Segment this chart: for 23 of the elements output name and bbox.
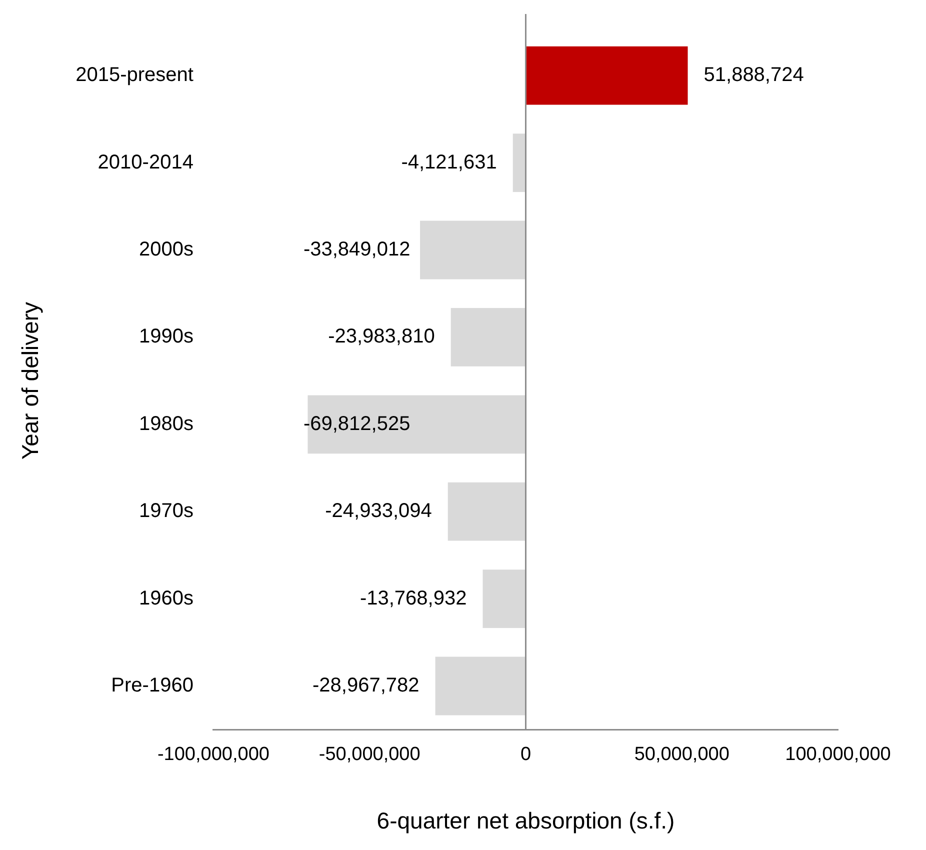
y-axis-title: Year of delivery [17, 301, 44, 460]
y-tick-label: 2000s [138, 238, 194, 261]
x-tick-label: 100,000,000 [785, 744, 891, 766]
y-tick-label: 1960s [138, 587, 194, 610]
x-tick-label: 50,000,000 [634, 744, 730, 766]
data-label: -23,983,810 [328, 326, 435, 348]
data-label: -33,849,012 [303, 238, 410, 261]
data-label: -4,121,631 [401, 151, 497, 174]
y-tick-label: 1970s [138, 500, 194, 522]
x-tick-label: -50,000,000 [318, 744, 420, 766]
y-tick-label: 2015-present [76, 64, 194, 86]
data-label: -28,967,782 [312, 674, 420, 697]
y-tick-label: 2010-2014 [98, 151, 194, 174]
y-tick-label: 1980s [138, 412, 194, 435]
y-tick-label: 1990s [138, 326, 194, 348]
x-tick-label: -100,000,000 [157, 744, 270, 766]
data-label: 51,888,724 [704, 64, 804, 86]
x-tick-label: 0 [520, 744, 532, 766]
data-label: -69,812,525 [303, 412, 410, 435]
data-label: -24,933,094 [325, 500, 432, 522]
y-tick-label: Pre-1960 [111, 674, 194, 697]
data-label: -13,768,932 [360, 587, 467, 610]
x-axis-title: 6-quarter net absorption (s.f.) [376, 808, 675, 834]
